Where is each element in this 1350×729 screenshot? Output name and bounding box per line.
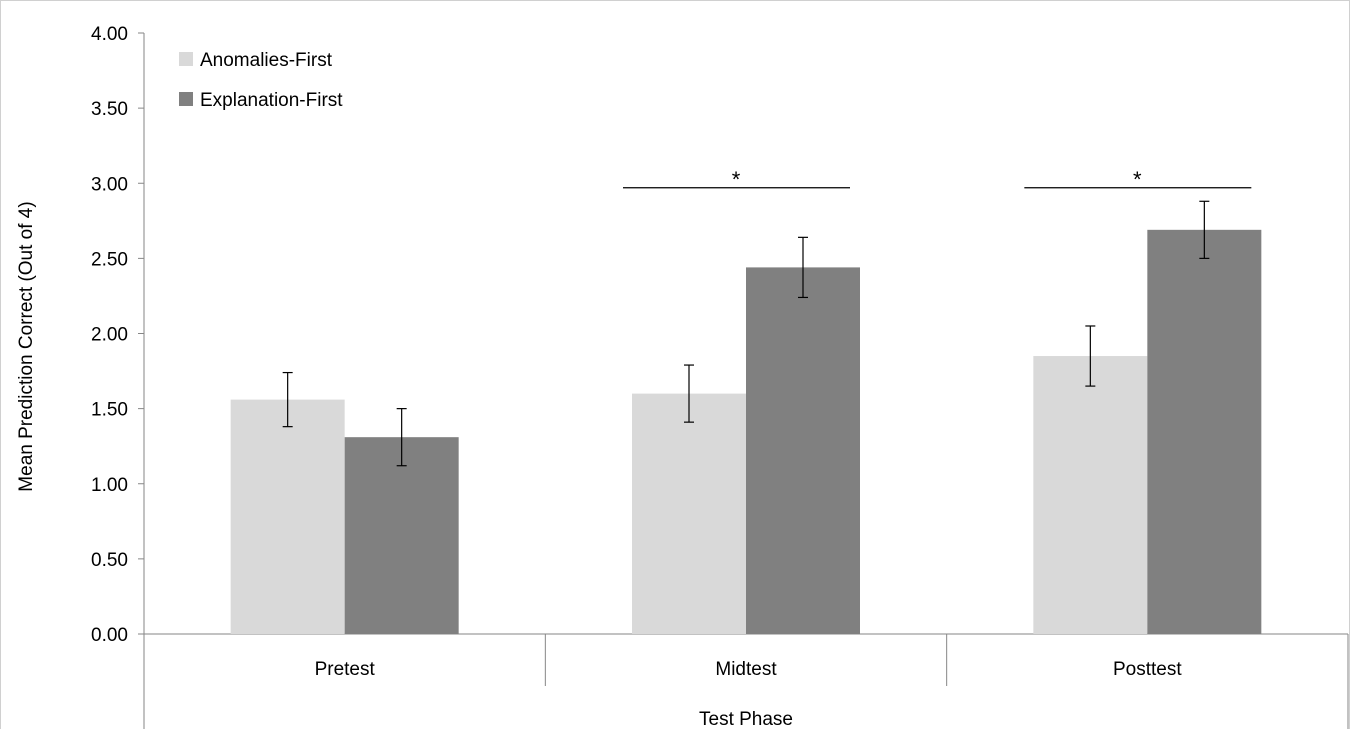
bar [746, 267, 860, 634]
bar [344, 437, 459, 634]
x-category-label: Posttest [1113, 659, 1182, 680]
legend-swatch [179, 52, 193, 66]
y-tick-label: 0.00 [91, 625, 128, 646]
y-tick-label: 1.00 [91, 475, 128, 496]
y-tick-label: 1.50 [91, 400, 128, 421]
legend: Anomalies-First Explanation-First [179, 50, 343, 111]
y-tick-label: 3.00 [91, 174, 128, 195]
bar [1033, 356, 1148, 634]
y-tick-label: 4.00 [91, 24, 128, 45]
significance-star: * [1133, 167, 1142, 192]
bar [230, 399, 345, 634]
y-tick-label: 2.50 [91, 249, 128, 270]
legend-label: Explanation-First [200, 90, 343, 111]
x-category-label: Pretest [315, 659, 376, 680]
y-tick-label: 3.50 [91, 99, 128, 120]
y-axis: 0.00 0.50 1.00 1.50 2.00 2.50 3.00 3.50 4.00 [91, 24, 145, 646]
y-tick-label: 2.00 [91, 325, 128, 346]
legend-label: Anomalies-First [200, 50, 333, 71]
bars [230, 229, 1262, 634]
y-tick-label: 0.50 [91, 550, 128, 571]
x-category-label: Midtest [715, 659, 777, 680]
error-bars [282, 200, 1210, 467]
significance-star: * [732, 167, 741, 192]
x-axis-title: Test Phase [699, 709, 793, 729]
legend-swatch [179, 92, 193, 106]
bar [632, 393, 746, 634]
y-axis-title: Mean Prediction Correct (Out of 4) [16, 201, 37, 491]
significance-markers: * * [623, 167, 1252, 192]
bar [1147, 229, 1262, 634]
